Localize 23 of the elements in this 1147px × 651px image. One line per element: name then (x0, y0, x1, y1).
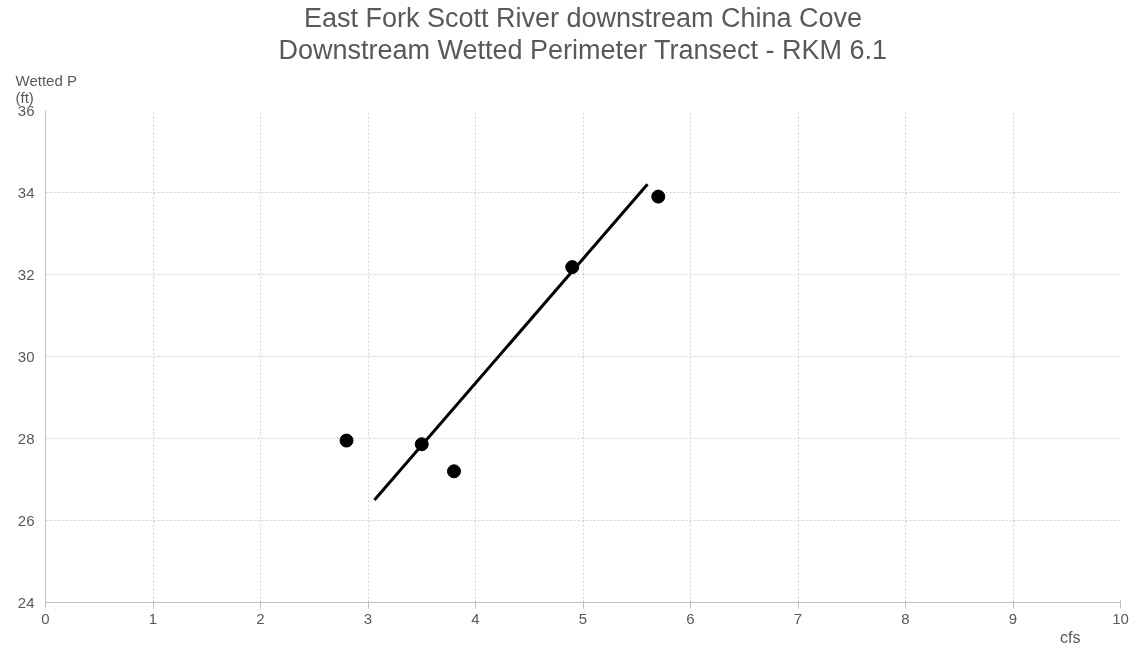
x-tick-label: 1 (148, 609, 158, 627)
x-tick-label: 4 (471, 609, 480, 627)
x-tick-label: 7 (793, 609, 803, 627)
point (651, 189, 666, 204)
y-tick-label: 24 (17, 593, 35, 611)
y-tick-label: 28 (17, 429, 35, 447)
y-tick-label: 32 (17, 265, 35, 283)
x-tick-label: 0 (41, 609, 50, 627)
y-tick-label: 30 (17, 347, 35, 365)
y-tick-label: 34 (17, 183, 35, 201)
point (447, 464, 461, 479)
x-tick-label: 5 (578, 609, 588, 627)
x-tick-label: 10 (1112, 609, 1129, 627)
x-tick-label: 6 (686, 609, 695, 627)
x-axis-title: cfs (1060, 628, 1081, 646)
x-tick-label: 9 (1008, 609, 1018, 627)
y-tick-label: 26 (17, 511, 35, 529)
point (339, 433, 354, 448)
x-tick-label: 3 (363, 609, 373, 627)
chart-title: East Fork Scott River downstream China Cove (303, 2, 863, 33)
chart-subtitle: Downstream Wetted Perimeter Transect - RKM 6.1 (278, 34, 888, 65)
x-tick-label: 8 (901, 609, 910, 627)
x-tick-label: 2 (256, 609, 265, 627)
